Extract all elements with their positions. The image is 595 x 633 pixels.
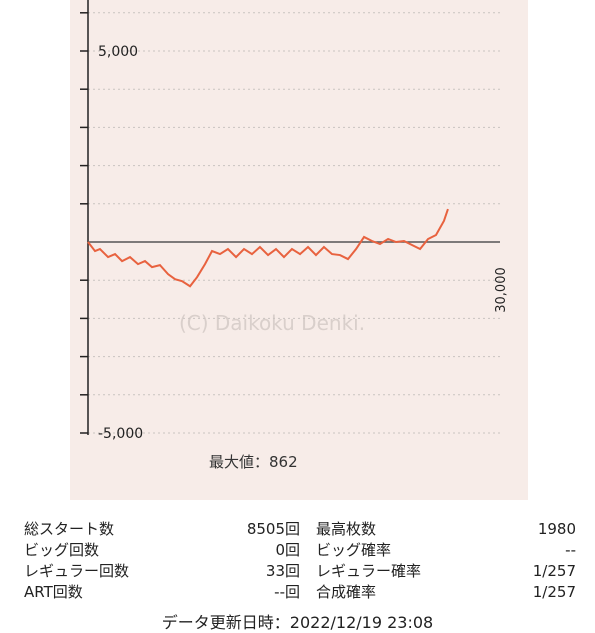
table-cell: レギュラー回数	[24, 562, 130, 580]
table-cell: ビッグ確率	[316, 541, 392, 559]
table-cell: ビッグ回数	[24, 541, 100, 559]
stats-table: 総スタート数 8505回 最高枚数 1980 ビッグ回数 0回 ビッグ確率 -- レギュラー回数…	[24, 519, 576, 603]
table-cell: 1/257	[532, 583, 576, 601]
table-row: ART回数 --回 合成確率 1/257	[24, 582, 576, 603]
table-cell: --回	[274, 583, 300, 601]
table-cell: 総スタート数	[24, 520, 115, 538]
chart-panel	[70, 0, 528, 500]
max-value: 862	[269, 453, 298, 471]
table-cell: 1980	[537, 520, 576, 538]
watermark: (C) Daikoku Denki.	[179, 311, 365, 335]
table-cell: 1/257	[532, 562, 576, 580]
chart: 最大値： 862 (C) Daikoku Denki. 5,000 -5,000 3…	[70, 0, 528, 500]
table-cell: 33回	[265, 562, 300, 580]
table-cell: --	[565, 541, 576, 559]
y-tick-label: -5,000	[98, 426, 143, 442]
table-cell: 0回	[275, 541, 300, 559]
table-cell: 最高枚数	[316, 520, 377, 538]
table-row: レギュラー回数 33回 レギュラー確率 1/257	[24, 561, 576, 582]
table-cell: ART回数	[24, 583, 83, 601]
max-label: 最大値：	[209, 453, 269, 471]
table-cell: 合成確率	[316, 583, 377, 601]
x-tick-label: 30,000	[494, 267, 509, 313]
update-time: データ更新日時：2022/12/19 23:08	[161, 613, 434, 632]
data-line	[87, 208, 449, 288]
table-cell: 8505回	[246, 520, 300, 538]
table-cell: レギュラー確率	[316, 562, 422, 580]
table-row: ビッグ回数 0回 ビッグ確率 --	[24, 540, 576, 561]
table-row: 総スタート数 8505回 最高枚数 1980	[24, 519, 576, 540]
y-tick-label: 5,000	[98, 44, 138, 60]
